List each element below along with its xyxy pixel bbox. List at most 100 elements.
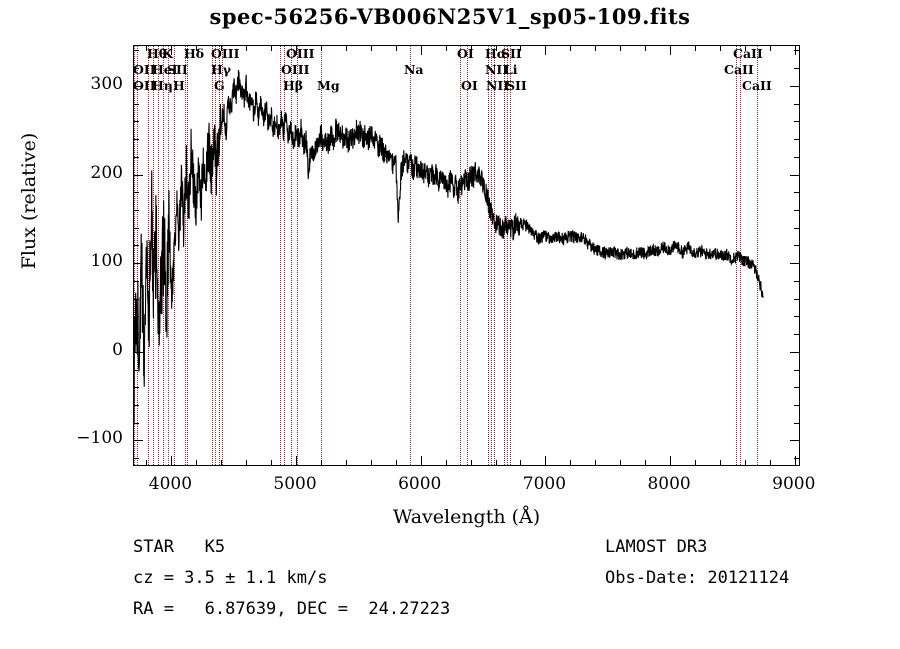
x-tick-label: 8000	[647, 474, 691, 494]
x-tick-major	[296, 456, 298, 465]
spectral-line-marker	[467, 46, 468, 465]
x-tick-minor	[769, 46, 771, 51]
x-tick-major	[670, 46, 672, 55]
x-tick-minor	[321, 460, 322, 465]
x-tick-minor	[370, 460, 372, 465]
spectral-line-marker	[280, 46, 281, 465]
y-tick-minor	[134, 422, 139, 424]
y-tick-minor	[794, 387, 799, 389]
x-tick-label: 6000	[398, 474, 442, 494]
spectral-line-label: SII	[506, 78, 527, 93]
y-tick-minor	[134, 156, 139, 158]
x-tick-minor	[395, 460, 397, 465]
spectral-line-label: Hθ	[147, 46, 168, 61]
y-tick-minor	[134, 50, 139, 52]
spectral-line-label: OIII	[211, 46, 240, 61]
y-tick-minor	[794, 68, 799, 70]
y-tick-minor	[794, 316, 799, 318]
y-tick-minor	[134, 103, 139, 105]
y-tick-minor	[134, 245, 139, 247]
footer-line: STAR K5	[133, 537, 226, 557]
x-tick-minor	[246, 46, 248, 51]
x-tick-minor	[595, 46, 597, 51]
spectral-line-label: Na	[404, 62, 424, 77]
spectral-line-marker	[222, 46, 223, 465]
footer-line: Obs-Date: 20121124	[605, 568, 790, 588]
x-tick-major	[171, 46, 173, 55]
y-tick-minor	[794, 369, 799, 371]
x-tick-minor	[146, 46, 148, 51]
x-axis-title: Wavelength (Å)	[392, 506, 541, 528]
x-tick-minor	[595, 460, 597, 465]
y-tick-major	[134, 174, 143, 176]
y-tick-minor	[794, 422, 799, 424]
y-tick-minor	[794, 245, 799, 247]
y-tick-minor	[794, 298, 799, 300]
spectral-line-marker	[219, 46, 220, 465]
y-tick-minor	[794, 50, 799, 52]
page-title: spec-56256-VB006N25V1_sp05-109.fits	[209, 4, 691, 29]
y-tick-minor	[134, 334, 139, 336]
spectral-line-marker	[488, 46, 489, 465]
x-tick-minor	[470, 46, 472, 51]
x-tick-minor	[321, 46, 322, 51]
x-tick-minor	[645, 460, 647, 465]
spectral-line-label: K	[162, 46, 173, 61]
spectral-line-marker	[460, 46, 461, 465]
y-tick-minor	[134, 121, 139, 123]
x-tick-minor	[345, 460, 347, 465]
spectral-line-label: H	[173, 78, 185, 93]
y-tick-minor	[794, 192, 799, 194]
spectral-line-label: OI	[457, 46, 474, 61]
spectral-line-label: G	[214, 78, 225, 93]
x-tick-minor	[345, 46, 347, 51]
y-tick-minor	[134, 209, 139, 211]
y-tick-minor	[794, 458, 799, 460]
y-tick-major	[790, 263, 799, 265]
spectral-line-marker	[297, 46, 298, 465]
y-tick-minor	[134, 68, 139, 70]
x-tick-minor	[271, 46, 273, 51]
y-tick-minor	[794, 103, 799, 105]
y-tick-minor	[794, 209, 799, 211]
y-tick-minor	[134, 192, 139, 194]
spectral-line-marker	[137, 46, 138, 465]
x-tick-minor	[695, 460, 697, 465]
y-tick-minor	[134, 139, 139, 141]
x-tick-minor	[470, 460, 472, 465]
spectral-line-label: Mg	[317, 78, 340, 93]
y-tick-minor	[794, 227, 799, 229]
y-tick-minor	[134, 458, 139, 460]
y-tick-minor	[794, 280, 799, 282]
x-tick-major	[794, 456, 796, 465]
spectral-line-label: CaII	[724, 62, 754, 77]
spectral-line-label: Hγ	[211, 62, 232, 77]
spectral-line-label: Hδ	[184, 46, 205, 61]
x-tick-minor	[445, 46, 447, 51]
y-axis-title: Flux (relative)	[18, 132, 40, 270]
spectral-line-label: CaII	[742, 78, 772, 93]
spectral-line-marker	[185, 46, 186, 465]
y-tick-minor	[134, 369, 139, 371]
y-tick-label: 0	[112, 339, 123, 360]
spectral-line-marker	[757, 46, 758, 465]
x-tick-minor	[744, 46, 746, 51]
spectral-line-label: OIII	[286, 46, 315, 61]
spectral-line-marker	[134, 46, 135, 465]
x-tick-minor	[196, 46, 198, 51]
spectral-line-label: Li	[504, 62, 518, 77]
y-tick-minor	[794, 139, 799, 141]
spectral-line-marker	[507, 46, 508, 465]
x-tick-major	[545, 456, 547, 465]
x-tick-major	[171, 456, 173, 465]
x-tick-major	[420, 46, 422, 55]
spectral-line-label: OII	[133, 78, 156, 93]
spectral-line-marker	[491, 46, 492, 465]
y-tick-label: 100	[90, 251, 123, 272]
x-tick-major	[794, 46, 796, 55]
spectrum-curve	[134, 70, 764, 424]
footer-line: LAMOST DR3	[605, 537, 708, 557]
y-tick-major	[790, 174, 799, 176]
y-tick-major	[790, 351, 799, 353]
